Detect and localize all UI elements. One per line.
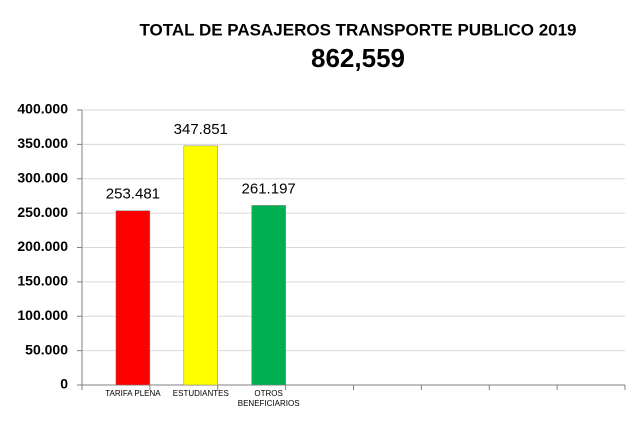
data-label: 347.851 [174, 121, 228, 138]
y-tick-label: 350.000 [17, 135, 68, 151]
data-label: 261.197 [242, 180, 296, 197]
bar [183, 145, 218, 386]
x-tick-label: TARIFA PLENA [105, 389, 161, 398]
y-tick-label: 150.000 [17, 273, 68, 289]
bar [251, 205, 286, 386]
chart-subtitle: 862,559 [311, 43, 405, 73]
y-tick-label: 400.000 [17, 101, 68, 117]
x-tick-label: ESTUDIANTES [172, 389, 229, 398]
data-label: 253.481 [106, 186, 160, 203]
y-tick-label: 0 [60, 376, 68, 392]
y-tick-label: 100.000 [17, 307, 68, 323]
y-tick-label: 300.000 [17, 169, 68, 185]
y-tick-label: 200.000 [17, 238, 68, 254]
bar [115, 210, 151, 386]
y-tick-label: 250.000 [17, 204, 68, 220]
y-tick-label: 50.000 [25, 341, 68, 357]
chart-title: TOTAL DE PASAJEROS TRANSPORTE PUBLICO 20… [139, 20, 576, 39]
x-tick-label: OTROS BENEFICIARIOS [237, 389, 300, 408]
